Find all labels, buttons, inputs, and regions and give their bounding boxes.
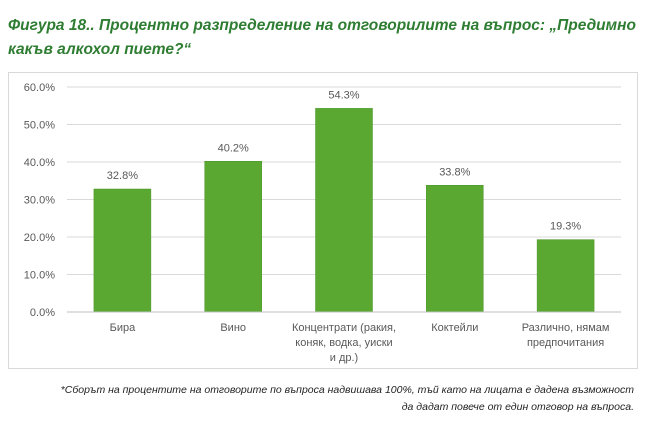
- footnote-line-1: *Сборът на процентите на отговорите по в…: [60, 384, 634, 396]
- data-label: 32.8%: [107, 170, 138, 182]
- data-label: 33.8%: [439, 166, 470, 178]
- category-label: Концентрати (ракия,: [292, 322, 396, 334]
- category-label: Бира: [110, 322, 136, 334]
- y-tick-label: 20.0%: [24, 232, 55, 244]
- figure-title: Фигура 18.. Процентно разпределение на о…: [8, 14, 638, 62]
- data-label: 19.3%: [550, 221, 581, 233]
- bar: [536, 239, 595, 313]
- bar: [93, 188, 152, 313]
- chart-frame: 0.0% 10.0% 20.0% 30.0% 40.0% 50.0% 60.0% 32.8% Б…: [8, 72, 638, 369]
- y-tick-label: 40.0%: [24, 157, 55, 169]
- data-label: 40.2%: [218, 142, 249, 154]
- y-tick-label: 10.0%: [24, 270, 55, 282]
- category-label: Вино: [220, 322, 246, 334]
- bar: [426, 185, 484, 313]
- y-tick-label: 60.0%: [24, 82, 55, 94]
- footnote-line-2: да дадат повече от един отговор на въпро…: [401, 401, 634, 413]
- bar-chart: 0.0% 10.0% 20.0% 30.0% 40.0% 50.0% 60.0% 32.8% Б…: [24, 82, 621, 364]
- y-tick-label: 0.0%: [30, 307, 55, 319]
- bar: [315, 108, 373, 313]
- y-tick-label: 30.0%: [24, 195, 55, 207]
- footnote: *Сборът на процентите на отговорите по в…: [14, 382, 634, 416]
- category-label: и др.): [330, 352, 358, 364]
- category-label: Различно, нямам: [522, 322, 610, 334]
- figure-title-line-2: какъв алкохол пиете?“: [8, 41, 192, 58]
- bar: [204, 161, 262, 313]
- figure-title-line-1: Фигура 18.. Процентно разпределение на о…: [8, 17, 636, 34]
- data-label: 54.3%: [328, 89, 359, 101]
- category-label: предпочитания: [527, 337, 604, 349]
- category-label: коняк, водка, уиски: [295, 337, 392, 349]
- y-tick-label: 50.0%: [24, 120, 55, 132]
- category-label: Коктейли: [431, 322, 478, 334]
